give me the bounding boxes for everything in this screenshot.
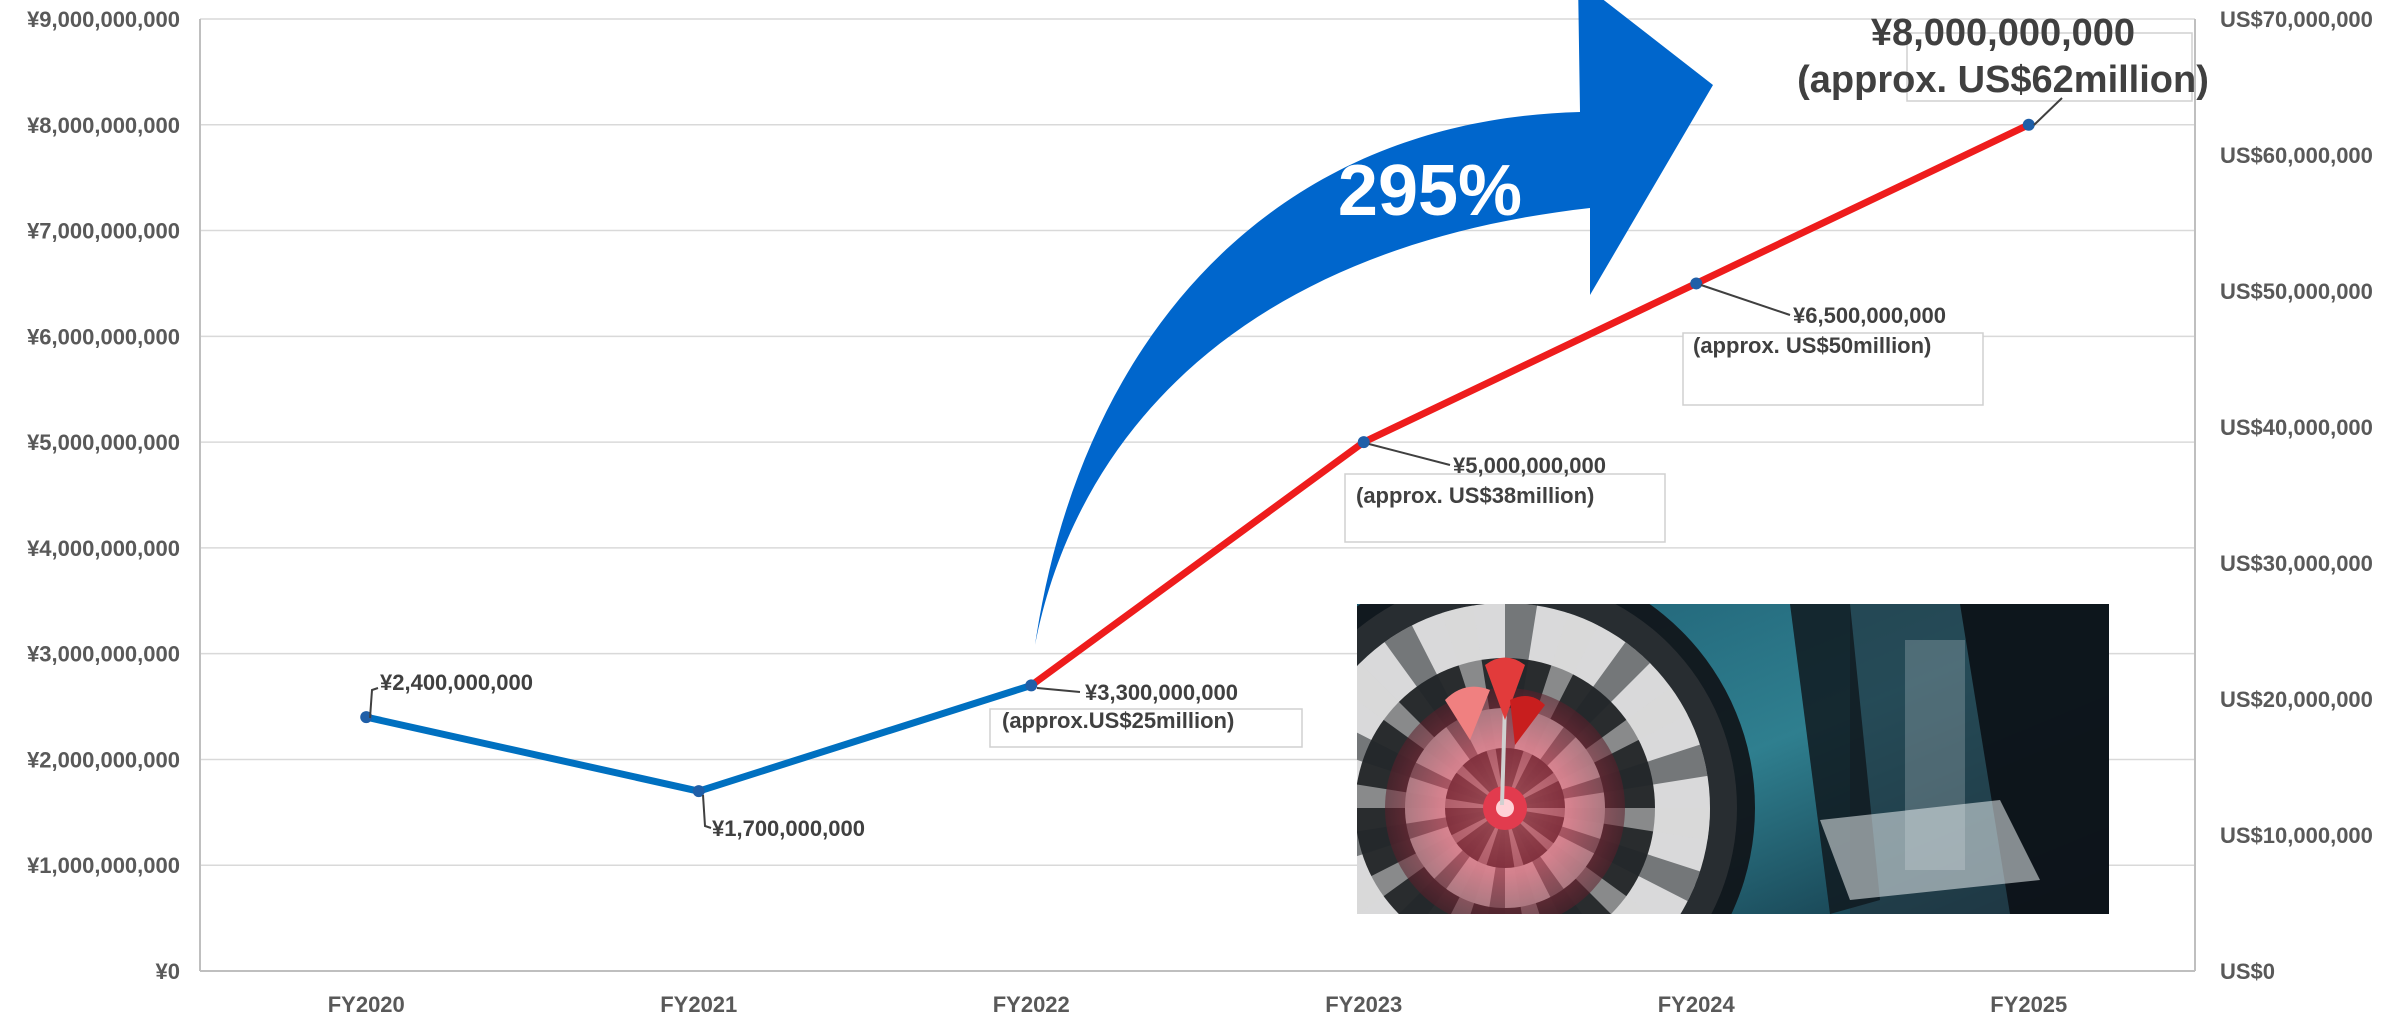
growth-percent-label: 295% bbox=[1338, 151, 1522, 231]
y2-tick-label: US$0 bbox=[2220, 959, 2275, 984]
y-tick-label: ¥0 bbox=[156, 959, 180, 984]
data-label: ¥3,300,000,000 bbox=[1085, 680, 1238, 705]
x-tick-label: FY2025 bbox=[1990, 992, 2067, 1016]
gridlines bbox=[200, 18, 2195, 972]
data-label-usd: (approx. US$62million) bbox=[1797, 59, 2209, 101]
data-point bbox=[1690, 277, 1703, 290]
data-label-box bbox=[1344, 473, 1666, 543]
y-tick-label: ¥8,000,000,000 bbox=[27, 113, 180, 138]
leader-line bbox=[1368, 443, 1451, 466]
y-tick-label: ¥2,000,000,000 bbox=[27, 747, 180, 772]
series-line bbox=[360, 118, 2035, 798]
x-tick-label: FY2021 bbox=[660, 992, 737, 1016]
y-tick-label: ¥9,000,000,000 bbox=[27, 7, 180, 32]
y2-tick-label: US$10,000,000 bbox=[2220, 823, 2373, 848]
y-tick-label: ¥6,000,000,000 bbox=[27, 324, 180, 349]
leader-line bbox=[1036, 687, 1081, 693]
leader-line bbox=[702, 794, 712, 829]
y-tick-label: ¥1,000,000,000 bbox=[27, 853, 180, 878]
y-tick-label: ¥4,000,000,000 bbox=[27, 536, 180, 561]
axes: ¥0 ¥1,000,000,000 ¥2,000,000,000 ¥3,000,000… bbox=[27, 7, 2373, 1016]
data-label-usd: (approx.US$25million) bbox=[1002, 708, 1234, 733]
data-label-box bbox=[1906, 32, 2193, 102]
data-label: ¥1,700,000,000 bbox=[712, 816, 865, 841]
y-tick-label: ¥7,000,000,000 bbox=[27, 219, 180, 244]
data-point bbox=[360, 711, 373, 724]
plan-line-segment bbox=[1360, 279, 1700, 446]
y2-tick-label: US$70,000,000 bbox=[2220, 7, 2373, 32]
y-tick-label: ¥5,000,000,000 bbox=[27, 430, 180, 455]
leader-line bbox=[1700, 284, 1791, 316]
dartboard-icon bbox=[1357, 604, 1755, 914]
data-label-box bbox=[989, 708, 1303, 748]
data-labels: ¥2,400,000,000 ¥1,700,000,000 ¥3,300,000,0… bbox=[369, 12, 2209, 841]
plan-line-segment bbox=[1027, 438, 1368, 689]
data-point bbox=[2022, 118, 2035, 131]
actual-line-segment bbox=[362, 713, 703, 795]
y2-tick-label: US$30,000,000 bbox=[2220, 551, 2373, 576]
data-label-usd: (approx. US$38million) bbox=[1356, 483, 1594, 508]
x-tick-label: FY2020 bbox=[328, 992, 405, 1016]
growth-arrow-icon bbox=[1035, 0, 1713, 645]
leader-line bbox=[2033, 97, 2063, 126]
leader-line bbox=[369, 687, 379, 719]
dart-icon bbox=[1445, 657, 1545, 806]
x-tick-label: FY2022 bbox=[993, 992, 1070, 1016]
data-point bbox=[1025, 679, 1038, 692]
y2-tick-label: US$20,000,000 bbox=[2220, 687, 2373, 712]
x-tick-label: FY2023 bbox=[1325, 992, 1402, 1016]
data-point bbox=[692, 785, 705, 798]
data-label-box bbox=[1682, 332, 1984, 406]
data-label: ¥2,400,000,000 bbox=[380, 670, 533, 695]
x-tick-label: FY2024 bbox=[1658, 992, 1736, 1016]
data-label: ¥6,500,000,000 bbox=[1793, 303, 1946, 328]
y-tick-label: ¥3,000,000,000 bbox=[27, 642, 180, 667]
dartboard-photo bbox=[1357, 604, 2109, 914]
actual-line-segment bbox=[695, 681, 1035, 795]
y2-tick-label: US$60,000,000 bbox=[2220, 143, 2373, 168]
data-label-usd: (approx. US$50million) bbox=[1693, 333, 1931, 358]
y2-tick-label: US$50,000,000 bbox=[2220, 279, 2373, 304]
y2-tick-label: US$40,000,000 bbox=[2220, 415, 2373, 440]
data-point bbox=[1357, 436, 1370, 449]
plan-line-segment bbox=[1692, 121, 2033, 287]
data-label: ¥5,000,000,000 bbox=[1453, 453, 1606, 478]
data-label: ¥8,000,000,000 bbox=[1871, 12, 2135, 54]
